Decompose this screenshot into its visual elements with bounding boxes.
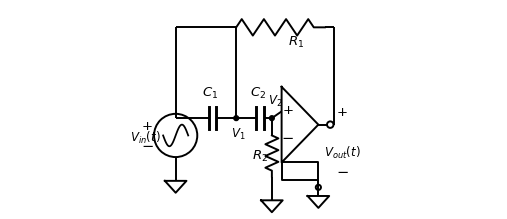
Text: −: −: [336, 165, 348, 180]
Text: −: −: [281, 131, 294, 147]
Text: $V_{out}(t)$: $V_{out}(t)$: [324, 145, 360, 161]
Text: $V_2$: $V_2$: [268, 94, 282, 110]
Text: $R_1$: $R_1$: [287, 35, 304, 50]
Text: $C_1$: $C_1$: [202, 86, 219, 101]
Text: $V_1$: $V_1$: [231, 127, 245, 142]
Text: $C_2$: $C_2$: [250, 86, 266, 101]
Text: −: −: [141, 139, 154, 154]
Text: $R_2$: $R_2$: [252, 148, 268, 164]
Text: +: +: [337, 106, 348, 119]
Text: +: +: [282, 104, 293, 117]
Circle shape: [234, 116, 239, 120]
Text: $V_{in}(t)$: $V_{in}(t)$: [130, 130, 161, 146]
Text: +: +: [142, 120, 153, 133]
Circle shape: [270, 116, 274, 120]
